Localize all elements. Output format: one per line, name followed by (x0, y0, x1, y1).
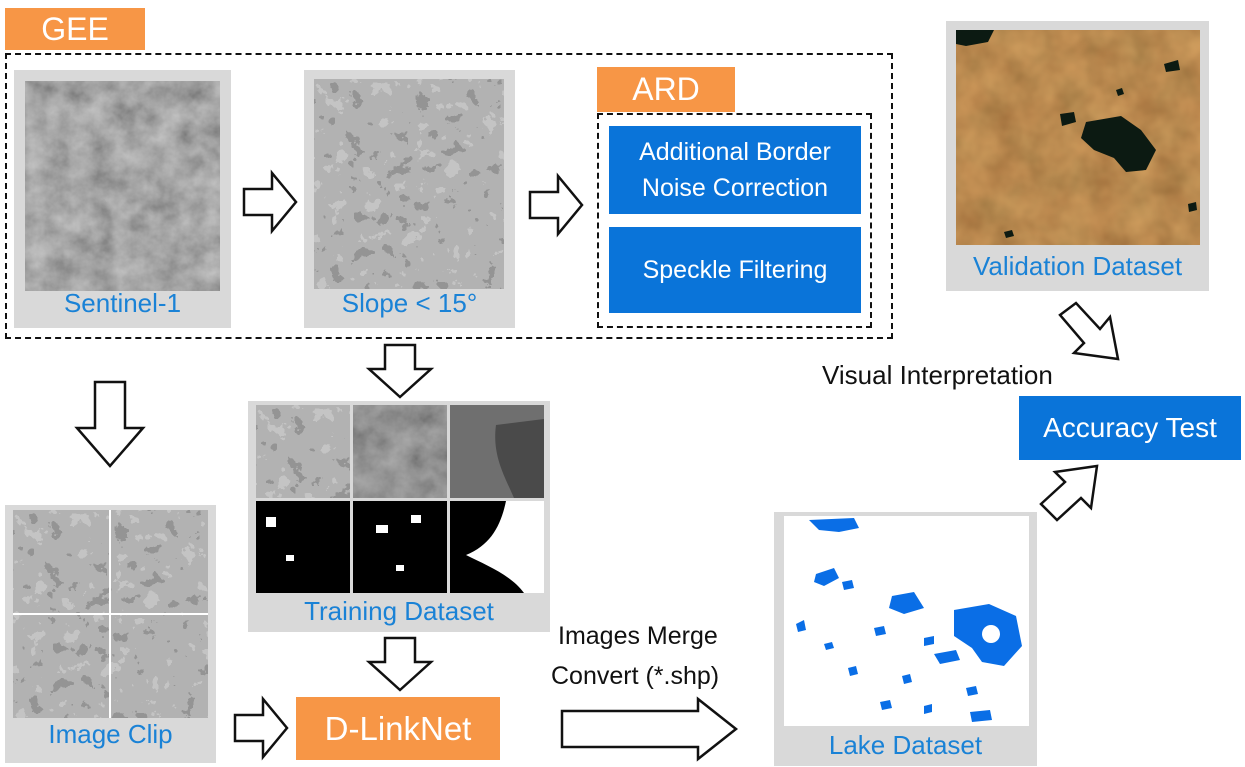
image-clip-image (13, 510, 208, 718)
visual-interpretation-label: Visual Interpretation (822, 360, 1053, 390)
arrow-right-icon (233, 695, 289, 761)
image-clip-caption: Image Clip (48, 719, 173, 749)
merge-label-line1: Images Merge (558, 622, 718, 650)
arrow-down-right-icon (1058, 301, 1120, 361)
training-images (256, 405, 544, 593)
gee-region (5, 53, 893, 339)
training-panel: Training Dataset (248, 401, 550, 632)
arrow-down-icon (365, 636, 435, 692)
arrow-right-icon (528, 172, 584, 238)
lake-image (784, 516, 1029, 726)
accuracy-test-box: Accuracy Test (1019, 396, 1241, 460)
arrow-up-right-icon (1039, 464, 1099, 522)
ard-label: ARD (597, 67, 735, 112)
dlinknet-box: D-LinkNet (296, 697, 500, 760)
arrow-right-icon (560, 696, 739, 762)
ard-region (597, 113, 872, 328)
ard-step-border-noise: Additional Border Noise Correction (609, 126, 861, 214)
lake-caption: Lake Dataset (828, 730, 983, 760)
validation-panel: Validation Dataset (946, 21, 1209, 291)
arrow-down-icon (365, 343, 435, 399)
sentinel-caption: Sentinel-1 (63, 288, 182, 318)
gee-label: GEE (5, 8, 145, 50)
lake-panel: Lake Dataset (774, 512, 1037, 766)
sentinel-image (25, 81, 220, 291)
image-clip-panel: Image Clip (5, 505, 216, 763)
sentinel-panel: Sentinel-1 (14, 70, 231, 328)
training-caption: Training Dataset (304, 596, 494, 626)
slope-image (314, 79, 504, 289)
arrow-right-icon (242, 169, 298, 235)
ard-step-speckle: Speckle Filtering (609, 227, 861, 313)
arrow-down-icon (74, 380, 146, 468)
slope-panel: Slope < 15° (304, 70, 515, 328)
validation-caption: Validation Dataset (972, 251, 1183, 281)
merge-label-line2: Convert (*.shp) (551, 662, 720, 690)
slope-caption: Slope < 15° (341, 288, 478, 318)
validation-image (956, 30, 1200, 245)
